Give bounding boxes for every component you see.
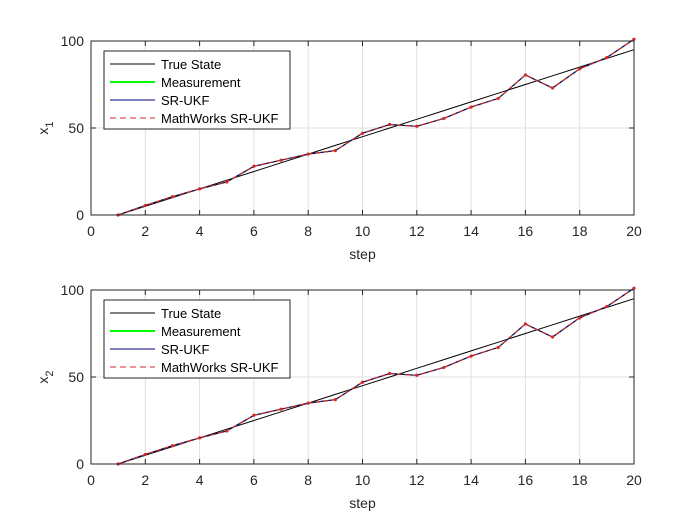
chart-1-point-9 <box>333 149 337 153</box>
chart-1-point-13 <box>442 116 446 121</box>
chart-2-point-9 <box>333 398 337 402</box>
chart-1-point-12 <box>415 124 419 128</box>
chart-1-point-14 <box>469 105 473 109</box>
chart-2-xlabel: step <box>349 495 376 511</box>
chart-1-xtick-label-3: 6 <box>250 223 258 239</box>
chart-1-legend: True State Measurement SR-UKF MathWorks SR-… <box>103 50 291 130</box>
chart-2-legend-label-1: Measurement <box>161 324 241 339</box>
chart-2-xtick-label-9: 18 <box>572 472 588 488</box>
chart-1-legend-label-3: MathWorks SR-UKF <box>161 111 279 126</box>
chart-2-point-6 <box>252 413 256 417</box>
chart-2-xtick-label-7: 14 <box>463 472 479 488</box>
chart-2-point-4 <box>198 436 202 440</box>
chart-2-legend-label-3: MathWorks SR-UKF <box>161 360 279 375</box>
chart-1-xtick-label-0: 0 <box>87 223 95 239</box>
chart-1-point-2 <box>143 203 147 208</box>
chart-2-point-10 <box>360 380 365 384</box>
chart-1-ytick-label-0: 0 <box>76 207 84 223</box>
chart-1-xtick-label-5: 10 <box>355 223 371 239</box>
chart-2-legend-label-0: True State <box>161 306 221 321</box>
chart-2-point-16 <box>523 322 528 326</box>
chart-2-xtick-label-3: 6 <box>250 472 258 488</box>
chart-1-xtick-label-1: 2 <box>141 223 149 239</box>
chart-2-xtick-label-10: 20 <box>626 472 642 488</box>
chart-1-series-mathworks-sr-ukf <box>117 38 635 216</box>
chart-2-ylabel-sub: 2 <box>44 370 56 376</box>
chart-1-xtick-label-7: 14 <box>463 223 479 239</box>
chart-2-point-18 <box>578 316 582 320</box>
chart-1-point-4 <box>198 187 202 191</box>
chart-2-ytick-label-1: 50 <box>68 369 84 385</box>
chart-2-xtick-label-1: 2 <box>141 472 149 488</box>
chart-1-point-7 <box>279 158 283 162</box>
chart-1-point-18 <box>578 67 582 71</box>
chart-2-point-2 <box>143 452 147 457</box>
chart-1-point-8 <box>306 152 310 156</box>
chart-2-point-17 <box>550 335 555 339</box>
chart-2-ytick-label-2: 100 <box>61 282 85 298</box>
chart-2-series-mathworks-sr-ukf <box>117 287 635 465</box>
chart-1-point-17 <box>550 86 555 90</box>
chart-1-legend-label-2: SR-UKF <box>161 93 209 108</box>
chart-1-point-16 <box>523 73 528 77</box>
chart-1-ylabel: x1 <box>35 121 56 134</box>
chart-1-xtick-label-9: 18 <box>572 223 588 239</box>
chart-1: 0 2 4 6 8 10 12 14 16 18 20 0 50 100 step x1 True State M… <box>35 33 642 262</box>
chart-2-ylabel-main: x <box>35 377 51 384</box>
chart-1-point-15 <box>496 96 500 101</box>
chart-1-point-3 <box>170 195 175 199</box>
chart-2-point-3 <box>170 444 175 448</box>
chart-2-ylabel: x2 <box>35 370 56 383</box>
chart-2-point-11 <box>388 371 392 376</box>
chart-1-point-10 <box>360 131 365 135</box>
chart-1-xlabel: step <box>349 246 376 262</box>
chart-1-xtick-label-2: 4 <box>196 223 204 239</box>
chart-2-point-19 <box>605 304 609 309</box>
chart-1-point-5 <box>225 180 229 184</box>
chart-2-point-12 <box>415 373 419 377</box>
chart-2-point-8 <box>306 401 310 405</box>
chart-2-ytick-label-0: 0 <box>76 456 84 472</box>
chart-2-point-5 <box>225 429 229 433</box>
chart-1-ylabel-sub: 1 <box>44 121 56 127</box>
chart-1-legend-label-1: Measurement <box>161 75 241 90</box>
chart-2-xtick-label-0: 0 <box>87 472 95 488</box>
chart-2-point-13 <box>442 365 446 370</box>
chart-1-xtick-label-8: 16 <box>518 223 534 239</box>
chart-1-ytick-label-2: 100 <box>61 33 85 49</box>
chart-1-xtick-label-6: 12 <box>409 223 425 239</box>
chart-1-xtick-label-10: 20 <box>626 223 642 239</box>
chart-1-point-20 <box>632 37 636 41</box>
chart-2-xtick-label-8: 16 <box>518 472 534 488</box>
chart-1-legend-label-0: True State <box>161 57 221 72</box>
chart-1-ylabel-main: x <box>35 128 51 135</box>
chart-1-point-11 <box>388 122 392 127</box>
chart-2-point-15 <box>496 345 500 350</box>
chart-2-point-7 <box>279 407 283 411</box>
chart-1-xtick-label-4: 8 <box>304 223 312 239</box>
chart-2-legend-label-2: SR-UKF <box>161 342 209 357</box>
chart-2-xtick-label-6: 12 <box>409 472 425 488</box>
chart-2-point-20 <box>632 286 636 290</box>
chart-1-ytick-label-1: 50 <box>68 120 84 136</box>
chart-1-point-6 <box>252 164 256 168</box>
chart-2-xtick-label-4: 8 <box>304 472 312 488</box>
chart-2-point-14 <box>469 354 473 358</box>
chart-1-point-19 <box>605 55 609 60</box>
chart-2-legend: True State Measurement SR-UKF MathWorks SR-… <box>103 299 291 379</box>
chart-2-xtick-label-2: 4 <box>196 472 204 488</box>
chart-2-xtick-label-5: 10 <box>355 472 371 488</box>
